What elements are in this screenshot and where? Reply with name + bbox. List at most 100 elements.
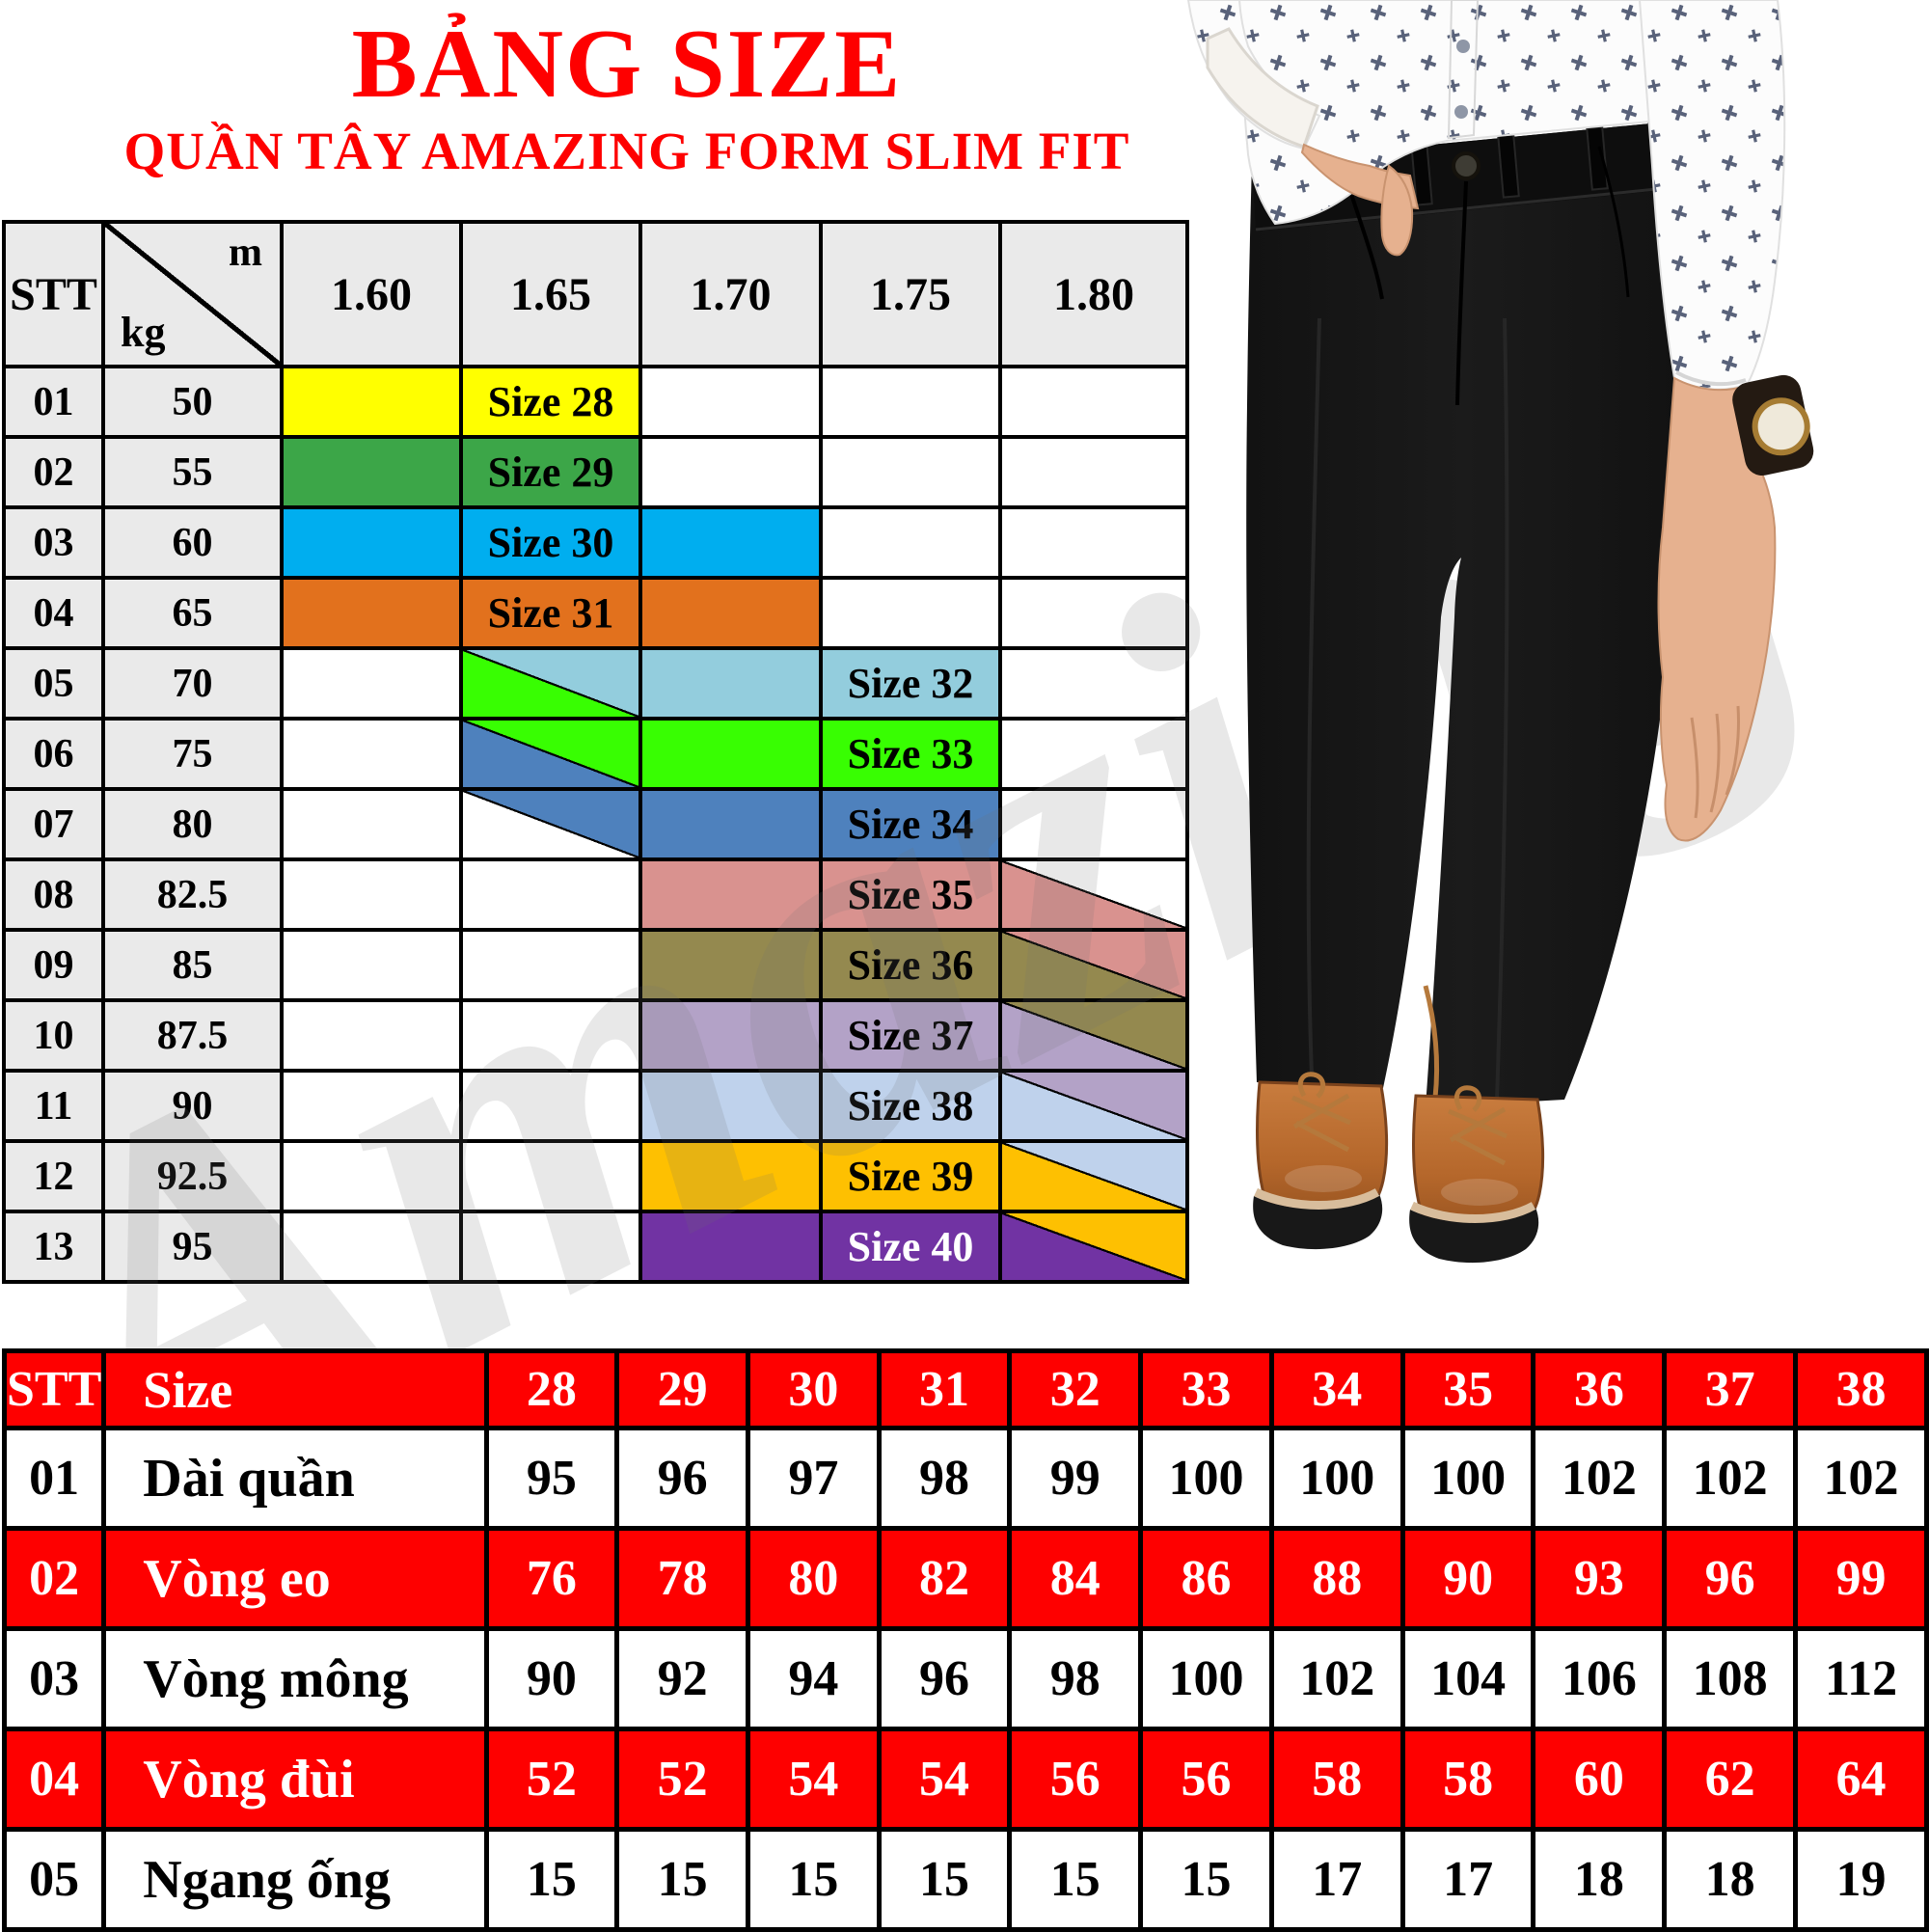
meas-header-31: 31: [876, 1348, 1013, 1430]
meas-value-05-size37: 18: [1662, 1827, 1799, 1932]
meas-value-01-size28: 95: [483, 1426, 620, 1531]
meas-value-02-size36: 93: [1531, 1526, 1668, 1631]
matrix-stt-08: 08: [2, 857, 105, 932]
meas-value-05-size38: 19: [1793, 1827, 1929, 1932]
meas-stt-01: 01: [1, 1426, 107, 1531]
matrix-header-1.80: 1.80: [998, 220, 1189, 368]
matrix-cell-11-1.65: [459, 1069, 642, 1143]
matrix-cell-03-1.70: [638, 505, 823, 580]
matrix-cell-12-1.75: Size 39: [819, 1139, 1002, 1213]
meas-value-04-size35: 58: [1399, 1727, 1536, 1832]
meas-header-35: 35: [1399, 1348, 1536, 1430]
matrix-cell-10-1.75: Size 37: [819, 998, 1002, 1073]
meas-value-01-size38: 102: [1793, 1426, 1929, 1531]
matrix-cell-04-1.70: [638, 576, 823, 650]
matrix-header-1.65: 1.65: [459, 220, 642, 368]
matrix-cell-03-1.65: Size 30: [459, 505, 642, 580]
matrix-header-stt: STT: [2, 220, 105, 368]
meas-value-01-size29: 96: [614, 1426, 750, 1531]
meas-value-02-size30: 80: [745, 1526, 882, 1631]
matrix-stt-03: 03: [2, 505, 105, 580]
matrix-cell-13-1.70: [638, 1210, 823, 1284]
matrix-cell-06-1.70: [638, 717, 823, 791]
meas-value-03-size37: 108: [1662, 1626, 1799, 1731]
matrix-cell-06-1.75: Size 33: [819, 717, 1002, 791]
matrix-cell-04-1.75: [819, 576, 1002, 650]
matrix-cell-11-1.70: [638, 1069, 823, 1143]
matrix-kg-05: 70: [101, 646, 284, 721]
left-arm-hand-in-pocket: [1186, 0, 1420, 257]
matrix-cell-03-1.75: [819, 505, 1002, 580]
meas-value-05-size34: 17: [1268, 1827, 1405, 1932]
left-shoe: [1253, 1075, 1386, 1249]
matrix-stt-10: 10: [2, 998, 105, 1073]
matrix-cell-10-1.70: [638, 998, 823, 1073]
matrix-cell-10-1.60: [280, 998, 463, 1073]
matrix-kg-12: 92.5: [101, 1139, 284, 1213]
wrist-watch: [1732, 374, 1814, 476]
meas-value-02-size29: 78: [614, 1526, 750, 1631]
meas-value-05-size36: 18: [1531, 1827, 1668, 1932]
matrix-kg-13: 95: [101, 1210, 284, 1284]
meas-value-04-size28: 52: [483, 1727, 620, 1832]
matrix-cell-01-1.60: [280, 365, 463, 439]
matrix-cell-12-1.60: [280, 1139, 463, 1213]
matrix-cell-05-1.70: [638, 646, 823, 721]
matrix-cell-09-1.75: Size 36: [819, 928, 1002, 1002]
meas-header-33: 33: [1138, 1348, 1274, 1430]
matrix-cell-06-1.65: [459, 717, 642, 791]
matrix-cell-10-1.80: [998, 998, 1189, 1073]
matrix-header-kg-m: m kg: [101, 220, 284, 368]
matrix-stt-09: 09: [2, 928, 105, 1002]
meas-stt-03: 03: [1, 1626, 107, 1731]
matrix-cell-09-1.80: [998, 928, 1189, 1002]
meas-value-02-size38: 99: [1793, 1526, 1929, 1631]
matrix-kg-11: 90: [101, 1069, 284, 1143]
header: BẢNG SIZE QUẦN TÂY AMAZING FORM SLIM FIT: [0, 10, 1254, 179]
meas-value-04-size29: 52: [614, 1727, 750, 1832]
meas-value-04-size32: 56: [1007, 1727, 1144, 1832]
matrix-cell-01-1.70: [638, 365, 823, 439]
matrix-cell-08-1.70: [638, 857, 823, 932]
meas-value-04-size38: 64: [1793, 1727, 1929, 1832]
matrix-cell-08-1.60: [280, 857, 463, 932]
meas-value-02-size33: 86: [1138, 1526, 1274, 1631]
page-title: BẢNG SIZE: [351, 10, 903, 119]
size-matrix-table: STT m kg 1.60 1.65 1.70 1.75 1.80 01 50 Size 28 02 5…: [2, 220, 1189, 1284]
matrix-cell-12-1.80: [998, 1139, 1189, 1213]
meas-value-03-size31: 96: [876, 1626, 1013, 1731]
meas-value-01-size37: 102: [1662, 1426, 1799, 1531]
matrix-header-1.60: 1.60: [280, 220, 463, 368]
meas-value-02-size28: 76: [483, 1526, 620, 1631]
meas-value-01-size32: 99: [1007, 1426, 1144, 1531]
meas-value-03-size33: 100: [1138, 1626, 1274, 1731]
matrix-cell-04-1.60: [280, 576, 463, 650]
meas-label-04: Vòng đùi: [101, 1727, 489, 1832]
matrix-cell-09-1.60: [280, 928, 463, 1002]
matrix-cell-01-1.80: [998, 365, 1189, 439]
meas-value-05-size32: 15: [1007, 1827, 1144, 1932]
matrix-cell-13-1.80: [998, 1210, 1189, 1284]
matrix-cell-09-1.70: [638, 928, 823, 1002]
meas-value-01-size33: 100: [1138, 1426, 1274, 1531]
matrix-cell-12-1.70: [638, 1139, 823, 1213]
matrix-stt-01: 01: [2, 365, 105, 439]
matrix-cell-02-1.80: [998, 435, 1189, 509]
matrix-cell-03-1.80: [998, 505, 1189, 580]
matrix-stt-05: 05: [2, 646, 105, 721]
meas-label-01: Dài quần: [101, 1426, 489, 1531]
meas-header-38: 38: [1793, 1348, 1929, 1430]
matrix-cell-08-1.80: [998, 857, 1189, 932]
matrix-cell-06-1.60: [280, 717, 463, 791]
matrix-kg-02: 55: [101, 435, 284, 509]
matrix-cell-13-1.65: [459, 1210, 642, 1284]
model-photo: [1186, 0, 1814, 1273]
meas-value-01-size30: 97: [745, 1426, 882, 1531]
meas-value-04-size31: 54: [876, 1727, 1013, 1832]
matrix-cell-07-1.75: Size 34: [819, 787, 1002, 861]
meas-value-05-size33: 15: [1138, 1827, 1274, 1932]
matrix-header-1.75: 1.75: [819, 220, 1002, 368]
meas-value-01-size35: 100: [1399, 1426, 1536, 1531]
matrix-cell-01-1.65: Size 28: [459, 365, 642, 439]
